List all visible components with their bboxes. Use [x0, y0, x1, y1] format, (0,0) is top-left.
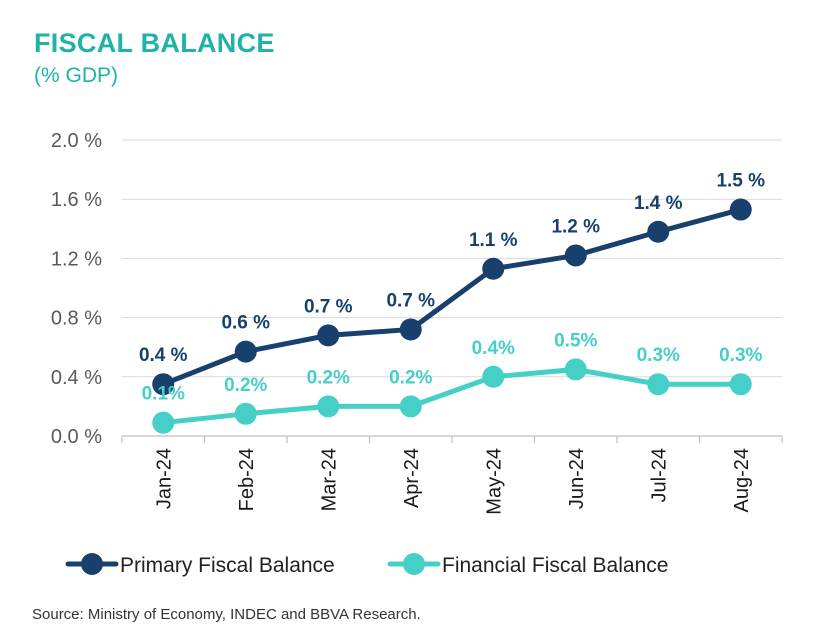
y-tick-label: 0.0 % — [51, 426, 102, 448]
primary-data-point — [564, 244, 587, 267]
primary-series-line — [160, 207, 744, 387]
primary-data-label: 1.1 % — [469, 230, 518, 251]
financial-series-line — [160, 366, 744, 426]
x-tick-label: Feb-24 — [236, 448, 258, 511]
legend-financial-marker — [403, 553, 425, 575]
y-tick-label: 1.6 % — [51, 189, 102, 211]
primary-data-point — [647, 220, 670, 243]
financial-data-label: 0.2% — [224, 375, 267, 396]
primary-data-point — [317, 324, 340, 347]
financial-data-point — [317, 395, 340, 418]
financial-data-label: 0.4% — [472, 338, 515, 359]
financial-data-label: 0.1% — [142, 384, 185, 405]
financial-data-point — [482, 365, 505, 388]
financial-data-label: 0.2% — [307, 367, 350, 388]
x-tick-label: Aug-24 — [731, 448, 753, 513]
primary-data-label: 0.7 % — [304, 296, 353, 317]
y-tick-label: 0.4 % — [51, 367, 102, 389]
x-tick-label: Mar-24 — [318, 448, 340, 511]
x-tick-label: Apr-24 — [401, 448, 423, 508]
financial-data-point — [564, 358, 587, 381]
x-tick-label: Jul-24 — [648, 448, 670, 502]
y-tick-label: 2.0 % — [51, 130, 102, 152]
financial-data-label: 0.3% — [719, 345, 762, 366]
primary-data-point — [234, 340, 257, 363]
chart-title: FISCAL BALANCE — [34, 28, 275, 58]
primary-data-label: 1.2 % — [551, 216, 600, 237]
legend-primary-marker — [81, 553, 103, 575]
legend-primary-label: Primary Fiscal Balance — [120, 554, 335, 577]
primary-data-label: 0.4 % — [139, 345, 188, 366]
primary-data-point — [482, 257, 505, 280]
primary-data-label: 1.4 % — [634, 193, 683, 214]
financial-data-label: 0.5% — [554, 330, 597, 351]
financial-data-point — [647, 373, 670, 396]
financial-data-label: 0.2% — [389, 367, 432, 388]
y-tick-label: 0.8 % — [51, 308, 102, 330]
source-note: Source: Ministry of Economy, INDEC and B… — [32, 606, 421, 623]
chart-subtitle: (% GDP) — [34, 64, 118, 87]
primary-data-label: 0.6 % — [221, 313, 270, 334]
financial-data-point — [234, 402, 257, 425]
legend-financial-label: Financial Fiscal Balance — [442, 554, 668, 577]
financial-data-point — [729, 373, 752, 396]
primary-data-point — [399, 318, 422, 341]
x-tick-label: Jun-24 — [566, 448, 588, 509]
financial-data-point — [152, 411, 175, 434]
primary-data-point — [152, 373, 175, 396]
financial-data-point — [399, 395, 422, 418]
x-tick-label: May-24 — [483, 448, 505, 515]
x-tick-label: Jan-24 — [153, 448, 175, 509]
financial-data-label: 0.3% — [637, 345, 680, 366]
primary-data-point — [729, 198, 752, 221]
y-tick-label: 1.2 % — [51, 248, 102, 270]
primary-data-label: 0.7 % — [386, 290, 435, 311]
primary-data-label: 1.5 % — [716, 171, 765, 192]
